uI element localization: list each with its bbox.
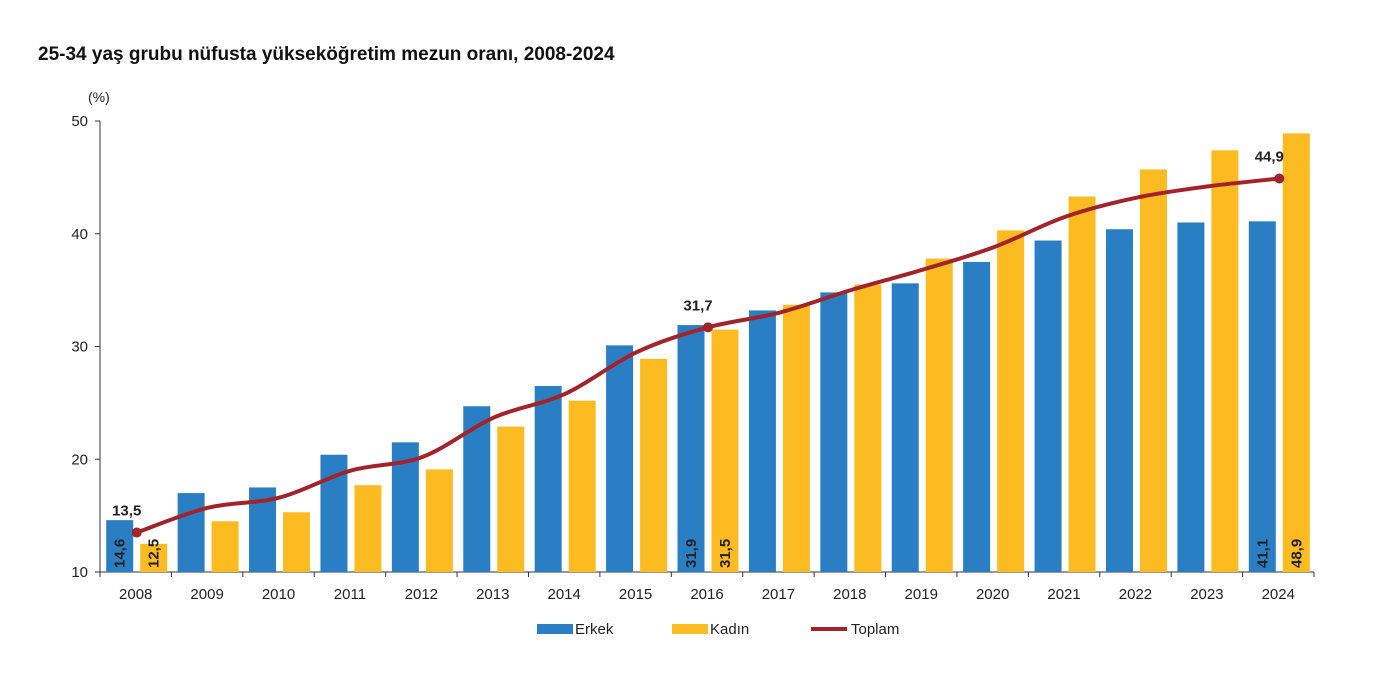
legend-swatch-kadın: [672, 624, 708, 634]
bar-erkek-2017: [748, 310, 776, 572]
x-tick-label: 2021: [1047, 586, 1080, 603]
chart-title: 25-34 yaş grubu nüfusta yükseköğretim me…: [38, 44, 615, 65]
bar-erkek-2018: [820, 292, 848, 572]
bar-kadın-2014: [568, 400, 596, 572]
x-tick-label: 2014: [547, 586, 580, 603]
x-tick-label: 2020: [976, 586, 1009, 603]
bar-kadın-2015: [640, 358, 668, 572]
x-tick-label: 2008: [119, 586, 152, 603]
bar-kadın-2024: [1282, 133, 1310, 572]
legend-label-toplam: Toplam: [851, 621, 899, 638]
bar-kadın-2020: [997, 230, 1025, 572]
bar-kadın-2016: [711, 329, 739, 572]
bar-erkek-2021: [1034, 240, 1062, 572]
data-label-toplam: 13,5: [112, 503, 141, 520]
y-axis-label: (%): [88, 89, 110, 105]
x-tick-label: 2009: [190, 586, 223, 603]
x-tick-label: 2010: [262, 586, 295, 603]
bar-kadın-2017: [782, 304, 810, 572]
bar-erkek-2008: [106, 520, 134, 572]
x-tick-label: 2018: [833, 586, 866, 603]
bar-kadın-2010: [283, 512, 311, 572]
data-label-kadın: 48,9: [1288, 539, 1305, 568]
data-label-kadın: 12,5: [146, 539, 163, 568]
x-tick-label: 2019: [905, 586, 938, 603]
bar-erkek-2015: [606, 345, 634, 572]
data-label-erkek: 31,9: [683, 539, 700, 568]
legend-label-kadın: Kadın: [710, 621, 749, 638]
bar-kadın-2009: [211, 521, 239, 572]
y-tick-label: 20: [71, 451, 88, 468]
data-label-toplam: 31,7: [683, 297, 712, 314]
data-label-erkek: 14,6: [112, 539, 129, 568]
bar-erkek-2024: [1248, 221, 1276, 572]
bar-kadın-2011: [354, 485, 382, 572]
y-tick-label: 40: [71, 226, 88, 243]
legend-label-erkek: Erkek: [575, 621, 614, 638]
bar-erkek-2016: [677, 325, 705, 572]
x-tick-label: 2023: [1190, 586, 1223, 603]
y-tick-label: 30: [71, 339, 88, 356]
bar-kadın-2013: [497, 426, 525, 572]
bar-erkek-2019: [891, 283, 919, 572]
x-tick-label: 2013: [476, 586, 509, 603]
bar-erkek-2014: [534, 385, 562, 572]
data-label-erkek: 41,1: [1254, 539, 1271, 568]
x-tick-label: 2015: [619, 586, 652, 603]
bar-kadın-2008: [140, 543, 168, 572]
point-toplam-2024: [1274, 173, 1285, 184]
x-tick-label: 2011: [334, 586, 366, 603]
bar-erkek-2022: [1105, 229, 1133, 573]
bar-kadın-2022: [1139, 169, 1167, 573]
bar-kadın-2021: [1068, 196, 1096, 573]
point-toplam-2016: [703, 322, 713, 333]
y-tick-label: 50: [71, 113, 88, 130]
x-tick-label: 2012: [405, 586, 438, 603]
legend-swatch-erkek: [537, 624, 573, 634]
point-toplam-2008: [131, 527, 142, 538]
y-tick-label: 10: [71, 564, 88, 581]
x-tick-label: 2022: [1119, 586, 1152, 603]
bar-kadın-2012: [425, 469, 453, 572]
bar-kadın-2018: [854, 284, 882, 572]
x-tick-label: 2024: [1262, 586, 1295, 603]
x-tick-label: 2017: [762, 586, 795, 603]
x-tick-label: 2016: [690, 586, 723, 603]
data-label-toplam: 44,9: [1255, 149, 1284, 166]
bar-erkek-2020: [963, 261, 991, 572]
bar-kadın-2023: [1211, 150, 1239, 572]
bar-erkek-2009: [177, 493, 205, 572]
bar-erkek-2023: [1177, 222, 1205, 572]
data-label-kadın: 31,5: [717, 539, 734, 568]
bar-kadın-2019: [925, 258, 953, 572]
